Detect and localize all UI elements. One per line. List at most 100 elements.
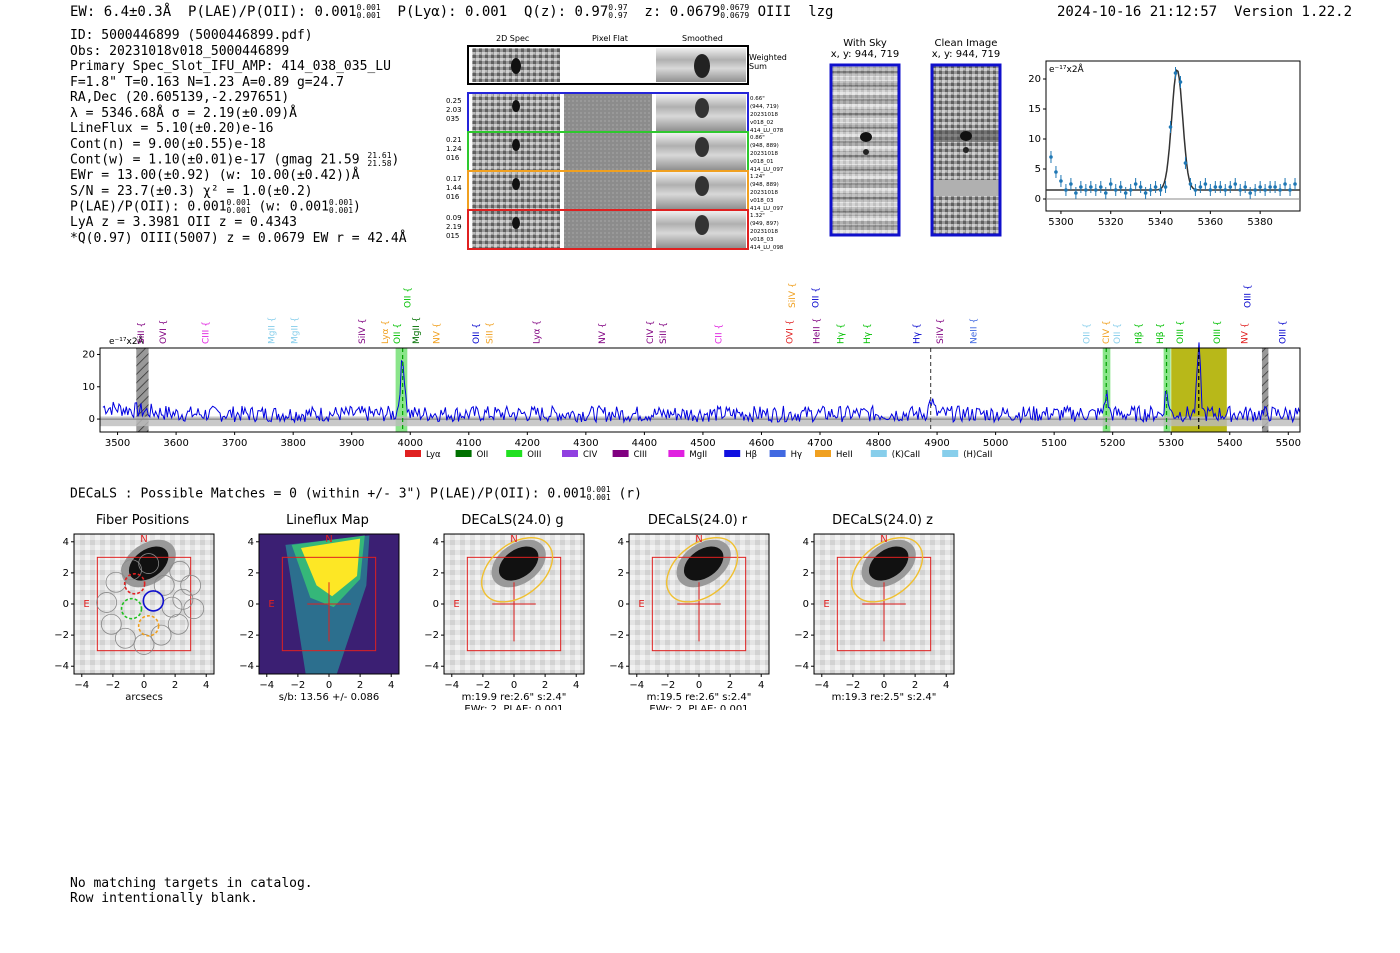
spectrum-xtick-label: 4500 — [690, 438, 715, 449]
panel-ytick-label: 2 — [803, 568, 809, 579]
zoom-xtick-label: 5340 — [1148, 217, 1173, 228]
spectral-line-label: OII { — [472, 323, 482, 344]
panel-image: N E −4 −4 −2 −2 0 0 2 2 4 4 s/b: 13.56 +/- 0.086 — [239, 533, 400, 703]
spectrum-xtick-label: 3800 — [280, 438, 305, 449]
spectral-line-label: OIII { — [1243, 284, 1253, 308]
spectrum-ytick-label: 0 — [89, 414, 95, 425]
zoom-data-point — [1113, 188, 1118, 192]
weighted-sum-label: Weighted Sum — [749, 53, 787, 71]
version: Version 1.22.2 — [1234, 4, 1353, 20]
panel-xtick-label: −4 — [259, 680, 274, 691]
zoom-data-point — [1054, 170, 1058, 174]
zoom-data-point — [1203, 182, 1208, 186]
panel-xtick-label: 4 — [203, 680, 209, 691]
spectral-line-label: OIII { — [1278, 320, 1288, 344]
header-qz: Q(z): 0.97 — [523, 4, 609, 20]
cutout-right-label: 0.86" — [750, 135, 765, 141]
weighted-sum-row — [467, 45, 749, 85]
zoom-data-point — [1258, 185, 1262, 189]
zoom-data-point — [1153, 185, 1158, 189]
spectrum-xtick-label: 5500 — [1276, 438, 1301, 449]
spectrum-xtick-label: 4700 — [807, 438, 832, 449]
north-label: N — [695, 534, 702, 545]
cutout-right-label: 1.24" — [750, 174, 765, 180]
galaxy-core — [128, 546, 169, 581]
info-id: ID: 5000446899 (5000446899.pdf) — [70, 28, 313, 43]
panel-title: DECaLS(24.0) r — [647, 513, 748, 528]
header-z-lo: 0.0679 — [720, 11, 750, 20]
header-flags: lzg — [808, 4, 834, 20]
info-plae-text: P(LAE)/P(OII): 0.001 — [70, 199, 227, 215]
zoom-data-point — [1183, 161, 1188, 165]
info-contw-hi: 21.61 — [367, 151, 392, 160]
zoom-data-point — [1223, 188, 1228, 192]
header-qz-hi: 0.97 — [608, 3, 628, 12]
lineflux-peak — [301, 538, 361, 597]
legend-item: OII — [455, 450, 488, 460]
cutout-left-label: 016 — [446, 193, 460, 201]
fiber-circle — [138, 553, 160, 574]
spectrum-frame — [99, 347, 1301, 433]
spectral-line-label: NV { — [433, 323, 443, 344]
spectral-line-label: Hγ { — [913, 323, 923, 344]
fiber-highlight — [137, 614, 160, 637]
north-label: N — [510, 534, 517, 545]
spectral-line-text: SiII { — [137, 322, 147, 344]
info-lya: LyA z = 3.3981 OII z = 0.4343 — [70, 215, 297, 230]
cutout-source — [512, 139, 520, 151]
cutout-right-label: 414_LU_078 — [750, 128, 784, 134]
panel-ytick-label: −2 — [239, 630, 254, 641]
spectral-line-label: SiIV { — [358, 318, 368, 344]
zoom-data-point — [1268, 185, 1272, 189]
spectral-line-text: NeII { — [969, 318, 979, 344]
legend-swatch — [455, 450, 472, 457]
fiber-circle — [105, 571, 127, 593]
legend-swatch — [506, 450, 523, 457]
zoom-frame — [1045, 60, 1301, 212]
spectral-line-text: Hγ { — [913, 323, 923, 344]
legend-swatch — [815, 450, 831, 457]
info-lineflux: LineFlux = 5.10(±0.20)e-16 — [70, 121, 274, 136]
spectral-line-label: OVI { — [786, 320, 796, 344]
spectral-line-text: OVI { — [786, 320, 796, 344]
spectral-line-text: SiIV { — [788, 282, 798, 308]
panel-title: DECaLS(24.0) g — [461, 513, 564, 528]
zoom-ytick-label: 0 — [1035, 194, 1041, 205]
cutout-right-label: 414_LU_097 — [750, 167, 784, 173]
spectrum-xtick-label: 5100 — [1041, 438, 1066, 449]
spectral-line-label: CIII { — [201, 321, 211, 344]
info-plae-w-lo: 0.001 — [328, 206, 354, 215]
info-plae-lo: 0.001 — [226, 206, 251, 215]
fiber-circle — [114, 627, 136, 649]
panel-xtick-label: 2 — [542, 680, 548, 691]
cutout-left-label: 0.21 — [446, 136, 462, 144]
panel-xtick-label: −2 — [106, 680, 121, 691]
zoom-data-point — [1263, 188, 1267, 192]
full-spectrum-chart: 0 10 20 3500 3600 3700 3800 3900 4000 4100 4200 430… — [82, 282, 1301, 460]
aperture-ellipse — [481, 537, 554, 603]
fiber-circle — [121, 559, 142, 581]
cutout-flat — [564, 133, 652, 170]
cutout-right-label: 20231018 — [750, 190, 778, 196]
panel-xtick-label: 2 — [172, 680, 178, 691]
spectral-line-text: OII { — [1082, 323, 1092, 344]
zoom-ytick-label: 20 — [1028, 74, 1041, 85]
legend-item: Hγ — [769, 450, 802, 460]
panel-ytick-label: 4 — [63, 537, 69, 548]
spectrum-xtick-label: 3500 — [105, 438, 130, 449]
spectral-line-text: SiII { — [659, 322, 669, 344]
info-lambda: λ = 5346.68Å σ = 2.19(±0.09)Å — [70, 105, 297, 121]
cutout-row-frame — [467, 209, 749, 250]
legend-label: MgII — [689, 450, 707, 460]
panel-2: DECaLS(24.0) g N E −4 −4 −2 −2 0 0 2 2 4 4 m:19.9 re:… — [420, 510, 605, 720]
zoom-data-point — [1084, 188, 1088, 192]
with-sky-coords: x, y: 944, 719 — [830, 49, 900, 60]
cutout-right-label: 414_LU_098 — [750, 245, 784, 251]
footer: No matching targets in catalog. Row inte… — [70, 876, 313, 906]
panel-xtick-label: 4 — [758, 680, 764, 691]
